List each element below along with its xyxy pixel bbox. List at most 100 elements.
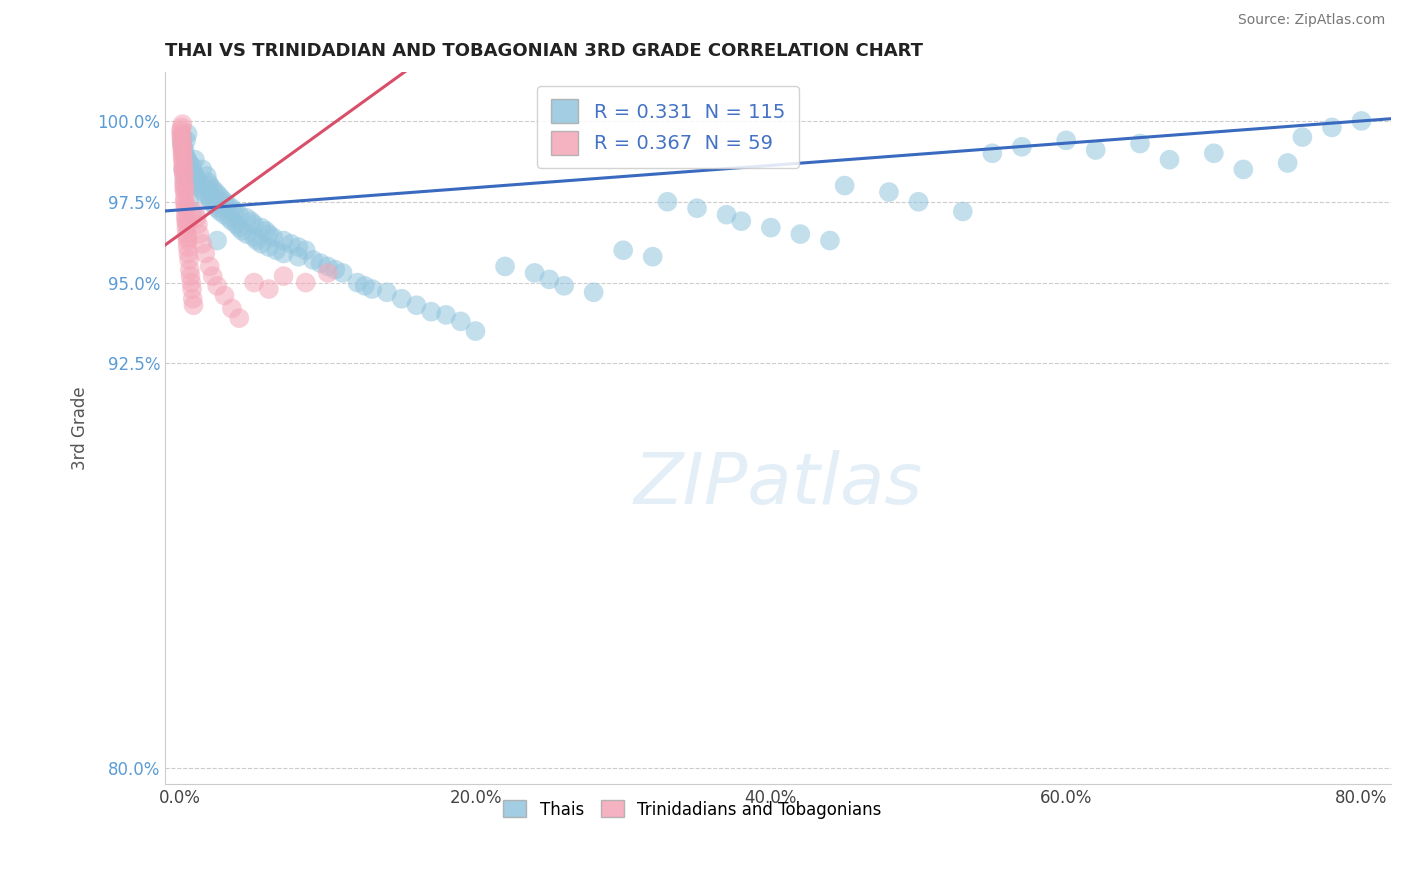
Point	[214, 208, 236, 222]
Point	[187, 218, 209, 232]
Point	[201, 182, 224, 196]
Point	[184, 204, 207, 219]
Point	[170, 127, 193, 141]
Point	[176, 240, 198, 254]
Point	[1084, 143, 1107, 157]
Point	[174, 201, 197, 215]
Point	[294, 244, 316, 258]
Point	[174, 214, 197, 228]
Point	[1277, 156, 1299, 170]
Point	[641, 250, 664, 264]
Point	[172, 117, 194, 131]
Point	[523, 266, 546, 280]
Point	[205, 201, 228, 215]
Point	[188, 178, 211, 193]
Point	[1350, 114, 1372, 128]
Point	[243, 218, 266, 232]
Point	[181, 282, 204, 296]
Point	[287, 240, 309, 254]
Point	[202, 198, 225, 212]
Point	[173, 143, 195, 157]
Point	[172, 149, 194, 163]
Point	[716, 208, 738, 222]
Point	[224, 204, 246, 219]
Point	[172, 153, 194, 167]
Legend: Thais, Trinidadians and Tobagonians: Thais, Trinidadians and Tobagonians	[496, 794, 889, 825]
Point	[273, 234, 295, 248]
Point	[176, 230, 198, 244]
Point	[174, 182, 197, 196]
Point	[1232, 162, 1254, 177]
Point	[172, 136, 194, 151]
Point	[686, 201, 709, 215]
Point	[181, 204, 204, 219]
Point	[183, 166, 205, 180]
Point	[1320, 120, 1343, 135]
Point	[172, 146, 194, 161]
Text: Source: ZipAtlas.com: Source: ZipAtlas.com	[1237, 13, 1385, 28]
Point	[174, 133, 197, 147]
Point	[209, 204, 232, 219]
Point	[240, 214, 263, 228]
Point	[273, 246, 295, 260]
Point	[217, 198, 239, 212]
Point	[302, 252, 325, 267]
Point	[273, 269, 295, 284]
Point	[316, 266, 339, 280]
Point	[173, 169, 195, 183]
Point	[1011, 140, 1033, 154]
Point	[172, 140, 194, 154]
Point	[170, 130, 193, 145]
Point	[818, 234, 841, 248]
Point	[257, 227, 280, 241]
Point	[450, 314, 472, 328]
Point	[346, 276, 368, 290]
Point	[375, 285, 398, 300]
Point	[1054, 133, 1077, 147]
Point	[243, 276, 266, 290]
Point	[174, 211, 197, 225]
Point	[173, 182, 195, 196]
Point	[197, 175, 219, 189]
Text: THAI VS TRINIDADIAN AND TOBAGONIAN 3RD GRADE CORRELATION CHART: THAI VS TRINIDADIAN AND TOBAGONIAN 3RD G…	[166, 42, 924, 60]
Point	[218, 211, 240, 225]
Point	[1159, 153, 1181, 167]
Point	[170, 123, 193, 137]
Point	[612, 244, 634, 258]
Point	[1291, 130, 1313, 145]
Point	[191, 162, 214, 177]
Point	[198, 178, 221, 193]
Point	[405, 298, 427, 312]
Point	[170, 140, 193, 154]
Point	[214, 288, 236, 302]
Point	[834, 178, 856, 193]
Text: ZIPatlas: ZIPatlas	[634, 450, 922, 519]
Point	[173, 172, 195, 186]
Point	[176, 234, 198, 248]
Point	[198, 192, 221, 206]
Point	[235, 227, 257, 241]
Point	[214, 194, 236, 209]
Point	[176, 227, 198, 241]
Point	[907, 194, 929, 209]
Point	[257, 240, 280, 254]
Point	[173, 146, 195, 161]
Point	[174, 149, 197, 163]
Point	[186, 172, 208, 186]
Point	[177, 156, 200, 170]
Point	[172, 130, 194, 145]
Point	[172, 162, 194, 177]
Point	[250, 236, 273, 251]
Point	[207, 188, 229, 202]
Point	[877, 185, 900, 199]
Point	[316, 260, 339, 274]
Point	[464, 324, 486, 338]
Point	[179, 262, 201, 277]
Point	[262, 230, 284, 244]
Point	[228, 311, 250, 326]
Point	[186, 211, 208, 225]
Point	[353, 278, 375, 293]
Point	[195, 169, 218, 183]
Point	[200, 194, 222, 209]
Point	[194, 188, 217, 202]
